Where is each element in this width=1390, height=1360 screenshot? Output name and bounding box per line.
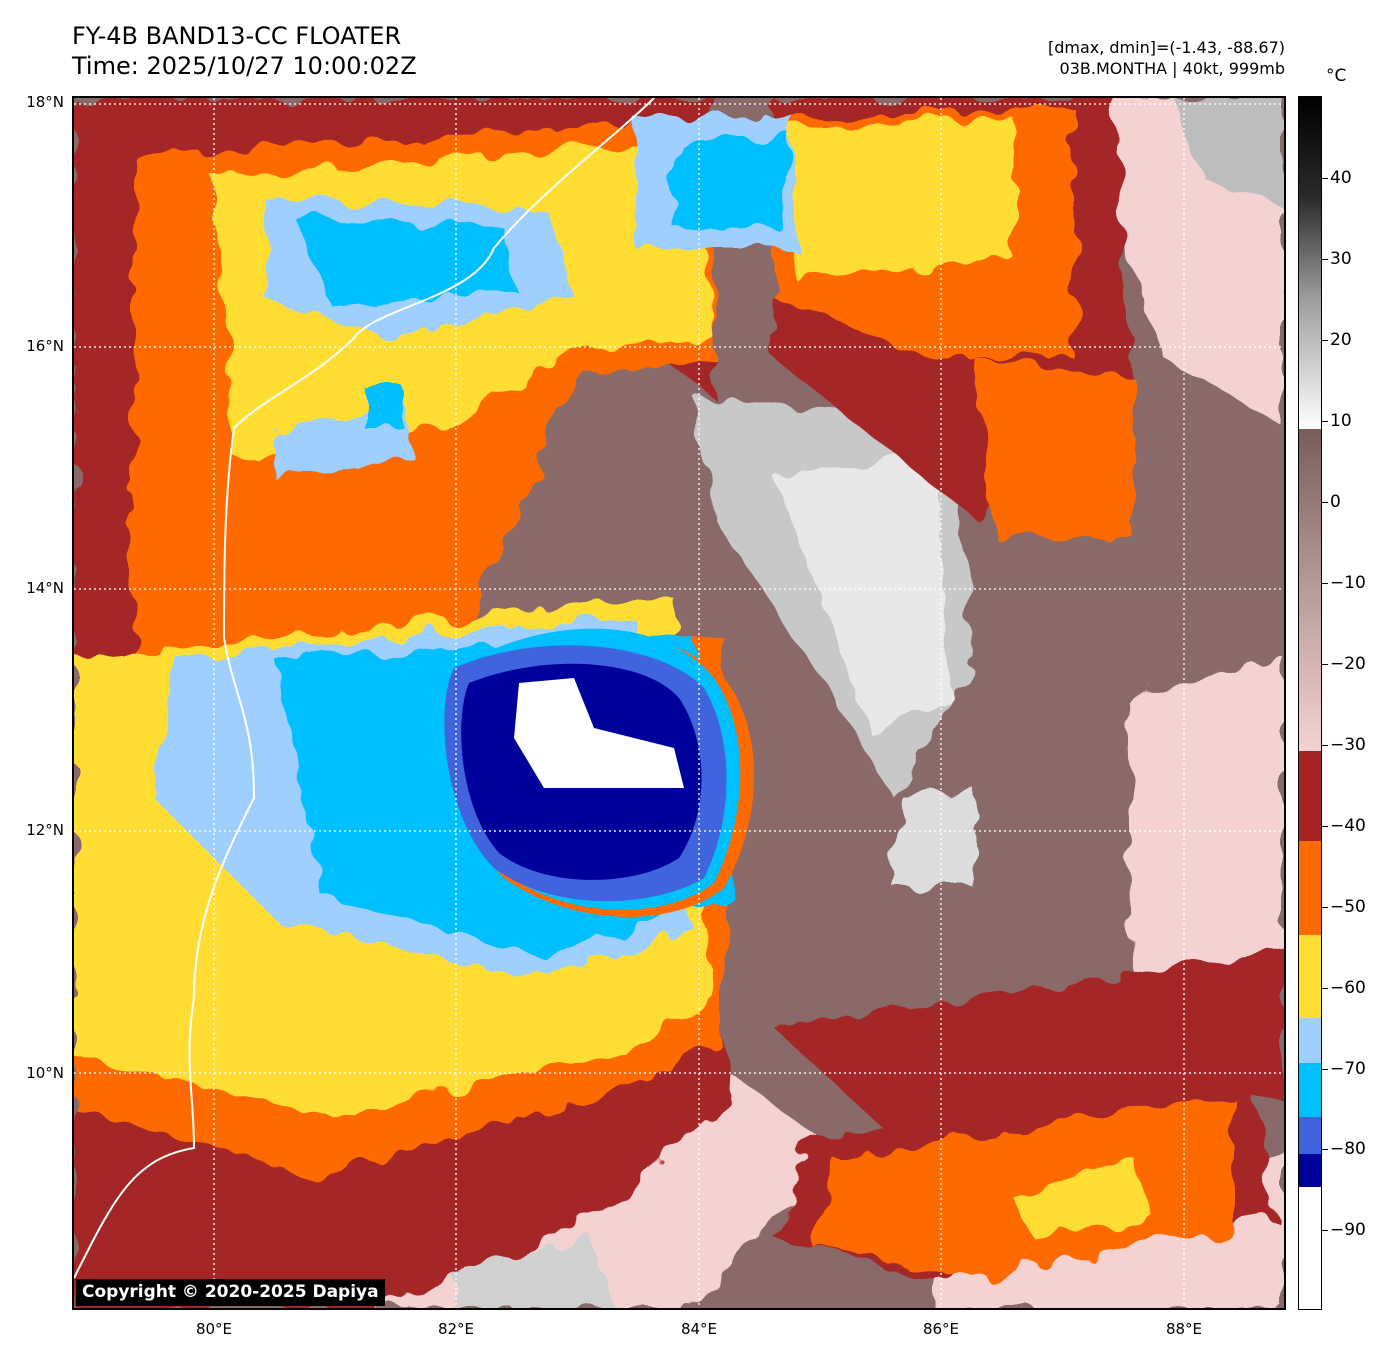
colorbar-tick [1322, 988, 1328, 989]
colorbar-label-10: 10 [1330, 411, 1352, 431]
colorbar-tick [1322, 826, 1328, 827]
coastline [74, 98, 655, 1279]
colorbar-label-neg60: −60 [1330, 978, 1366, 998]
colorbar-tick [1322, 502, 1328, 503]
colorbar-orange [1299, 841, 1321, 935]
chart-title: FY-4B BAND13-CC FLOATER [72, 22, 402, 50]
colorbar-tick [1322, 583, 1328, 584]
colorbar-label-neg20: −20 [1330, 654, 1366, 674]
colorbar-lightsky [1299, 1018, 1321, 1063]
colorbar-yellow [1299, 935, 1321, 1018]
colorbar-label-40: 40 [1330, 168, 1352, 188]
colorbar-tick [1322, 745, 1328, 746]
colorbar-label-neg40: −40 [1330, 816, 1366, 836]
colorbar-tick [1322, 907, 1328, 908]
colorbar [1298, 96, 1322, 1310]
lat-label-12: 12°N [26, 821, 64, 839]
lat-label-18: 18°N [26, 93, 64, 111]
colorbar-tick [1322, 421, 1328, 422]
colorbar-tick [1322, 1230, 1328, 1231]
colorbar-tick [1322, 1149, 1328, 1150]
satellite-image [74, 98, 1284, 1308]
lat-label-10: 10°N [26, 1064, 64, 1082]
copyright-label: Copyright © 2020-2025 Dapiya [76, 1279, 385, 1306]
colorbar-label-neg80: −80 [1330, 1139, 1366, 1159]
lon-label-88: 88°E [1165, 1320, 1203, 1338]
colorbar-label-neg10: −10 [1330, 573, 1366, 593]
satellite-map[interactable]: Copyright © 2020-2025 Dapiya [72, 96, 1286, 1310]
lon-label-84: 84°E [680, 1320, 718, 1338]
colorbar-label-30: 30 [1330, 249, 1352, 269]
storm-core [444, 628, 754, 917]
colorbar-darkred [1299, 751, 1321, 841]
lat-label-14: 14°N [26, 579, 64, 597]
colorbar-unit: °C [1326, 66, 1347, 86]
colorbar-label-neg70: −70 [1330, 1059, 1366, 1079]
colorbar-tick [1322, 664, 1328, 665]
chart-time: Time: 2025/10/27 10:00:02Z [72, 52, 417, 80]
lon-label-80: 80°E [195, 1320, 233, 1338]
colorbar-label-neg90: −90 [1330, 1220, 1366, 1240]
data-range-text: [dmax, dmin]=(-1.43, -88.67) [1047, 38, 1285, 57]
gridlines [74, 98, 1284, 1308]
colorbar-label-neg30: −30 [1330, 735, 1366, 755]
colorbar-gray-gradient [1299, 97, 1321, 429]
lat-label-16: 16°N [26, 337, 64, 355]
colorbar-brown-gradient [1299, 429, 1321, 751]
colorbar-deepsky [1299, 1063, 1321, 1117]
colorbar-tick [1322, 1069, 1328, 1070]
lon-label-86: 86°E [922, 1320, 960, 1338]
lon-label-82: 82°E [437, 1320, 475, 1338]
colorbar-tick [1322, 178, 1328, 179]
colorbar-royal [1299, 1117, 1321, 1154]
colorbar-tick [1322, 340, 1328, 341]
colorbar-tick [1322, 259, 1328, 260]
colorbar-label-0: 0 [1330, 492, 1341, 512]
colorbar-label-20: 20 [1330, 330, 1352, 350]
colorbar-navy [1299, 1154, 1321, 1187]
colorbar-label-neg50: −50 [1330, 897, 1366, 917]
colorbar-white [1299, 1187, 1321, 1309]
storm-info-text: 03B.MONTHA | 40kt, 999mb [1059, 59, 1285, 78]
